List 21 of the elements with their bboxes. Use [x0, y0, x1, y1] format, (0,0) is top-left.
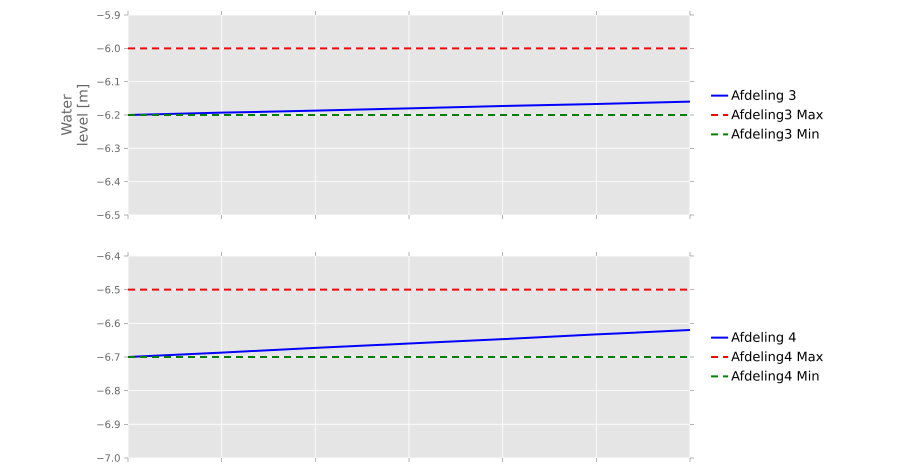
- y-axis-title: Water level [m]: [61, 84, 90, 145]
- y-tick-label: −6.5: [97, 286, 120, 294]
- y-tick-label: −6.2: [97, 111, 120, 119]
- y-tick-label: −6.0: [97, 44, 120, 52]
- y-tick-label: −6.5: [97, 211, 120, 219]
- y-tick-label: −7.0: [97, 454, 120, 462]
- legend-label: Afdeling4 Max: [731, 351, 823, 364]
- y-tick-label: −6.4: [97, 178, 120, 186]
- y-tick-label: −6.7: [97, 353, 120, 361]
- legend-label: Afdeling3 Max: [731, 109, 823, 122]
- legend-label: Afdeling4 Min: [731, 370, 818, 384]
- y-tick-label: −6.9: [97, 420, 120, 428]
- y-tick-label: −6.4: [97, 252, 120, 260]
- y-tick-label: −6.1: [97, 78, 120, 86]
- legend-label: Afdeling 4: [731, 332, 796, 344]
- y-tick-label: −6.8: [97, 386, 120, 394]
- legend-label: Afdeling 3: [731, 90, 796, 103]
- y-tick-label: −6.6: [97, 320, 120, 328]
- y-tick-label: −5.9: [97, 11, 120, 19]
- legend-label: Afdeling3 Min: [731, 128, 818, 142]
- y-tick-label: −6.3: [97, 144, 120, 152]
